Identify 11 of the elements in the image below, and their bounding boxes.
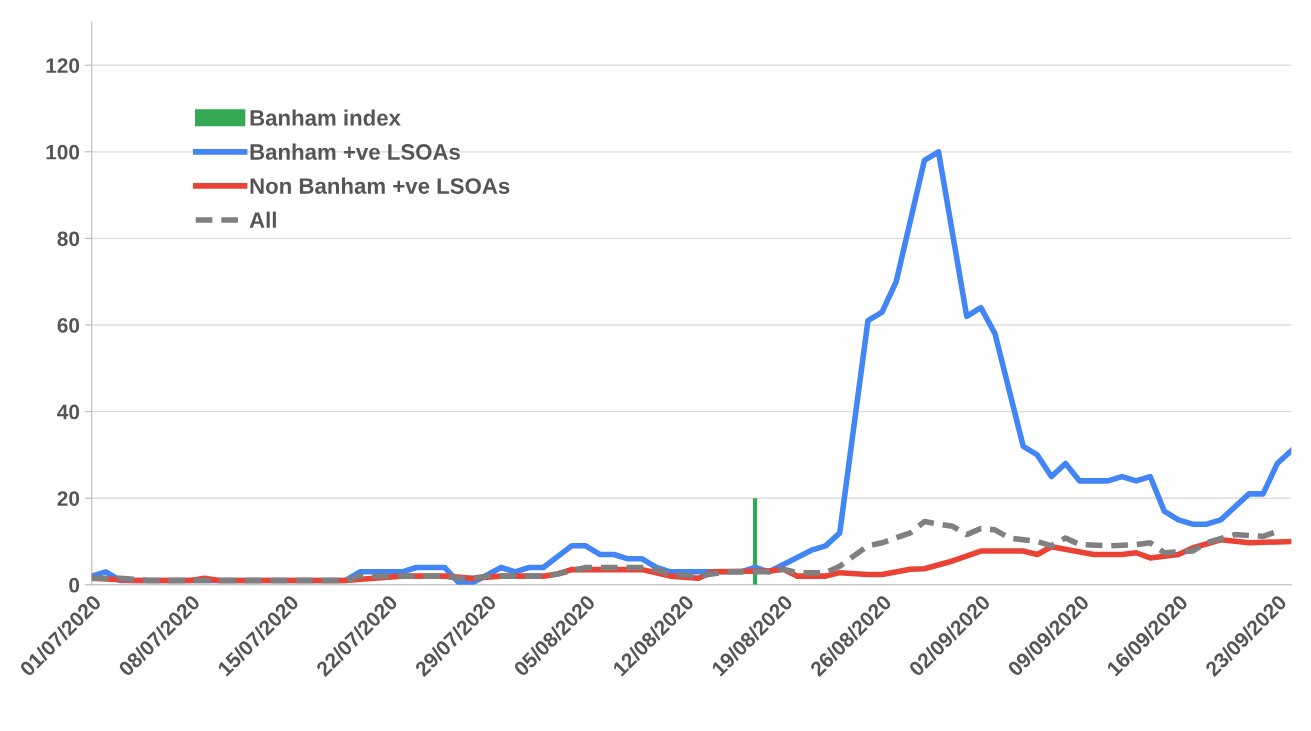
y-tick-label: 60 xyxy=(57,318,80,333)
y-tick-label: 20 xyxy=(57,491,80,506)
legend-label: Banham +ve LSOAs xyxy=(250,143,460,160)
legend-label: Non Banham +ve LSOAs xyxy=(250,177,510,194)
y-tick-label: 40 xyxy=(57,404,80,420)
y-tick-label: 0 xyxy=(69,577,80,593)
y-tick-label: 120 xyxy=(46,58,80,73)
y-tick-label: 80 xyxy=(57,231,80,247)
legend-label: All xyxy=(249,211,276,228)
y-tick-label: 100 xyxy=(46,144,80,160)
legend-label: Banham index xyxy=(250,109,401,126)
